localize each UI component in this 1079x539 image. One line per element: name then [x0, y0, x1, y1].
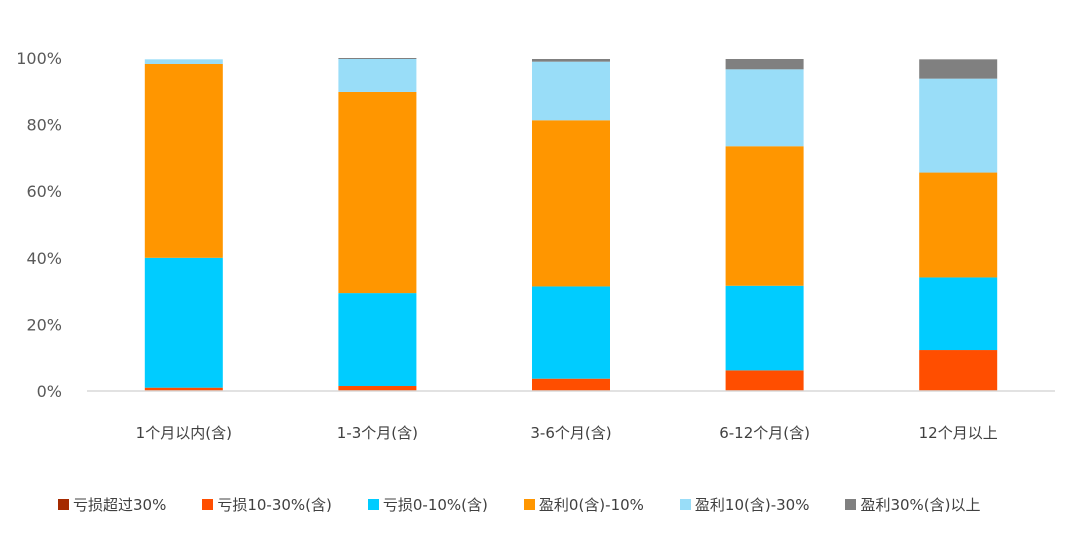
bar-segment: [532, 58, 610, 62]
bar-segment: [725, 285, 804, 371]
legend-swatch: [367, 499, 379, 510]
x-category-label: 1-3个月(含): [337, 424, 418, 442]
bar-segment: [338, 58, 417, 59]
bar-segment: [919, 277, 998, 351]
legend-swatch: [679, 499, 691, 510]
legend-item: 盈利0(含)-10%: [523, 494, 644, 515]
bar-segment: [144, 387, 223, 391]
bar-segment: [144, 59, 223, 64]
bar-segment: [919, 350, 998, 391]
legend-label: 盈利30%(含)以上: [860, 496, 981, 514]
legend: 亏损超过30% 亏损10-30%(含) 亏损0-10%(含) 盈利0(含)-10% 盈利…: [58, 494, 1017, 515]
x-category-label: 12个月以上: [919, 424, 998, 442]
legend-label: 亏损10-30%(含): [217, 496, 332, 514]
y-tick-label: 20%: [26, 315, 62, 334]
x-category-label: 3-6个月(含): [530, 424, 611, 442]
legend-item: 亏损超过30%: [58, 494, 166, 515]
bar-segment: [144, 63, 223, 258]
legend-swatch: [202, 499, 214, 510]
bar-segment: [144, 257, 223, 388]
legend-item: 盈利10(含)-30%: [679, 494, 810, 515]
legend-item: 亏损10-30%(含): [202, 494, 332, 515]
x-category-label: 1个月以内(含): [136, 424, 232, 442]
bar-segment: [919, 59, 998, 79]
legend-item: 亏损0-10%(含): [367, 494, 488, 515]
y-tick-label: 60%: [26, 182, 62, 201]
bar-segment: [919, 172, 998, 278]
legend-swatch: [58, 499, 69, 510]
legend-item: 盈利30%(含)以上: [845, 494, 981, 515]
stacked-bar-chart: 0% 20% 40% 60% 80% 100% 1个月以内(含) 1-3个月(含) 3-6个月(…: [16, 49, 1055, 442]
legend-label: 盈利0(含)-10%: [538, 496, 644, 514]
bar-segment: [532, 378, 610, 391]
bar-segment: [532, 61, 610, 121]
legend-swatch: [845, 499, 857, 510]
y-tick-label: 100%: [16, 49, 62, 68]
legend-label: 盈利10(含)-30%: [694, 496, 810, 514]
bar-segment: [725, 58, 804, 70]
bar-segment: [338, 386, 417, 391]
bar-segment: [725, 370, 804, 391]
bar-segment: [338, 293, 417, 387]
bar-segment: [338, 91, 417, 294]
legend-label: 亏损超过30%: [73, 496, 167, 514]
y-tick-label: 40%: [26, 249, 62, 268]
y-tick-label: 0%: [37, 382, 62, 401]
legend-swatch: [523, 499, 535, 510]
bar-segment: [338, 58, 417, 92]
bar-segment: [919, 78, 998, 173]
bar-segment: [725, 69, 804, 147]
x-category-label: 6-12个月(含): [719, 424, 810, 442]
bar-segment: [532, 120, 610, 287]
y-tick-label: 80%: [26, 116, 62, 135]
bar-segment: [725, 146, 804, 286]
bar-segment: [532, 286, 610, 379]
legend-label: 亏损0-10%(含): [382, 496, 488, 514]
